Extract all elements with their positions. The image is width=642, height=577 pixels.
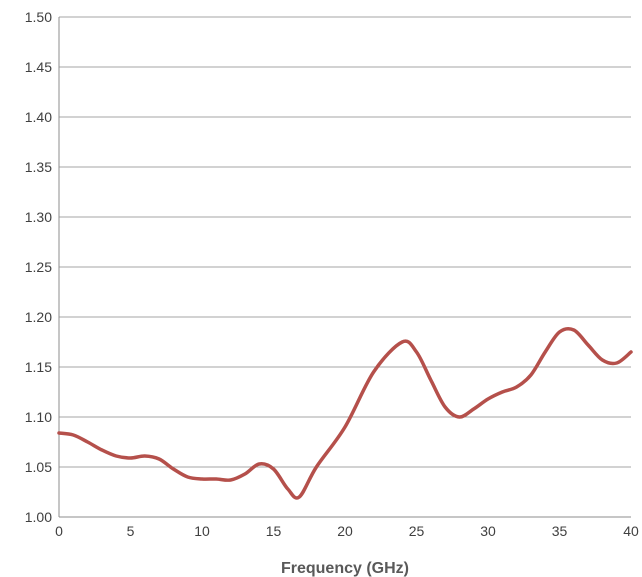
y-tick-label: 1.10: [25, 409, 52, 425]
x-tick-label: 10: [194, 523, 210, 539]
x-axis-tick-labels: 0 5 10 15 20 25 30 35 40: [55, 523, 639, 539]
x-tick-label: 40: [623, 523, 639, 539]
y-tick-label: 1.50: [25, 9, 52, 25]
x-tick-label: 35: [552, 523, 568, 539]
x-tick-label: 0: [55, 523, 63, 539]
x-tick-label: 25: [409, 523, 425, 539]
grid-lines: [59, 16, 631, 468]
y-tick-label: 1.05: [25, 459, 52, 475]
x-tick-label: 15: [266, 523, 282, 539]
y-tick-label: 1.25: [25, 259, 52, 275]
series-line-0: [57, 326, 633, 500]
y-tick-label: 1.40: [25, 109, 52, 125]
y-tick-label: 1.30: [25, 209, 52, 225]
x-tick-label: 20: [337, 523, 353, 539]
y-tick-label: 1.15: [25, 359, 52, 375]
y-tick-label: 1.35: [25, 159, 52, 175]
y-axis-tick-labels: 1.00 1.05 1.10 1.15 1.20 1.25 1.30 1.35 1.40 1.45…: [25, 9, 52, 525]
x-axis-title: Frequency (GHz): [281, 560, 409, 577]
data-series: [57, 326, 633, 500]
x-tick-label: 30: [480, 523, 496, 539]
y-tick-label: 1.45: [25, 59, 52, 75]
y-tick-label: 1.00: [25, 509, 52, 525]
x-tick-label: 5: [127, 523, 135, 539]
y-tick-label: 1.20: [25, 309, 52, 325]
